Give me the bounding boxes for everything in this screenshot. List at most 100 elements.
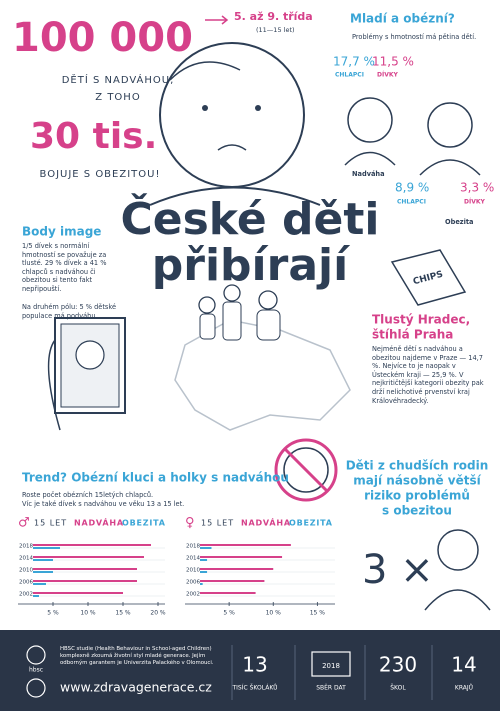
chart-age: 15 LET — [34, 519, 67, 528]
stat-label: KRAJŮ — [455, 685, 473, 692]
stat: 3,3 % — [460, 181, 494, 195]
boy-head — [427, 102, 473, 148]
footer-bg — [0, 630, 500, 711]
regions-text: Nejméně dětí s nadváhou a obezitou najde… — [372, 345, 484, 405]
woman-body — [424, 589, 491, 611]
poor-title: Děti z chudších rodin — [346, 459, 489, 473]
headline-line: Z TOHO — [95, 92, 140, 103]
reflection — [75, 340, 105, 370]
category-label: 2002 — [19, 592, 33, 598]
eye — [255, 105, 261, 111]
kid-body — [199, 313, 216, 340]
category-label: 2010 — [19, 568, 33, 574]
legend-entry: OBEZITA — [289, 519, 333, 528]
stat-label: DÍVKY — [464, 198, 486, 206]
girl-silhouette — [47, 339, 61, 431]
year-bg — [185, 566, 200, 574]
headline-big: 100 000 — [12, 15, 193, 61]
stat-label: DÍVKY — [377, 71, 399, 79]
x-tick-label: 15 % — [115, 610, 131, 617]
category-label: 2010 — [186, 568, 200, 574]
poor-title: s obezitou — [382, 504, 452, 518]
section-title: Body image — [22, 225, 101, 239]
kid — [258, 290, 278, 310]
stat-group: Obezita — [445, 218, 474, 226]
bar — [185, 592, 256, 594]
category-label: 2014 — [186, 556, 200, 562]
year-bg — [185, 578, 200, 586]
hair — [169, 61, 241, 81]
girl-body — [344, 151, 396, 166]
bar — [185, 544, 291, 546]
stat: 17,7 % — [333, 55, 375, 69]
bar — [18, 568, 137, 570]
category-label: 2006 — [19, 580, 33, 586]
trend-text: Roste počet obézních 15letých chlapců. — [22, 491, 153, 499]
bar — [18, 571, 53, 573]
chips-bag — [390, 249, 467, 306]
section-title: štíhlá Praha — [372, 328, 453, 342]
no-sign — [274, 438, 338, 502]
bar — [18, 556, 144, 558]
year-bg — [18, 590, 33, 598]
headline-big2: 30 tis. — [30, 116, 157, 157]
logo-mark — [26, 645, 46, 665]
category-label: 2018 — [186, 544, 200, 550]
no-sign-bar — [283, 447, 329, 493]
body-image-text: 1/5 dívek s normální hmotností se považu… — [22, 242, 107, 293]
stat: 11,5 % — [372, 55, 414, 69]
x-tick-label: 10 % — [80, 610, 96, 617]
legend-entry: NADVÁHA — [74, 517, 124, 528]
chart-age: 15 LET — [201, 519, 234, 528]
x-tick-label: 15 % — [310, 610, 326, 617]
year-bg — [185, 554, 200, 562]
legend-entry: NADVÁHA — [241, 517, 291, 528]
x-tick-label: 20 % — [150, 610, 166, 617]
eye — [202, 105, 208, 111]
stat: 8,9 % — [395, 181, 429, 195]
year-bg — [18, 542, 33, 550]
stat-value: 2018 — [322, 662, 340, 670]
stat-label: TISÍC ŠKOLÁKŮ — [232, 685, 278, 692]
stat-label: CHLAPCI — [397, 199, 426, 206]
grade-title: 5. až 9. třída — [234, 10, 313, 23]
stat-label: ŠKOL — [390, 685, 406, 692]
headline-line: DĚTÍ S NADVÁHOU, — [62, 73, 175, 86]
kid-body — [222, 301, 242, 341]
year-bg — [185, 590, 200, 598]
year-bg — [185, 542, 200, 550]
year-bg — [18, 578, 33, 586]
category-label: 2014 — [19, 556, 33, 562]
poor-title: mají násobně větší — [353, 474, 481, 488]
legend-entry: OBEZITA — [122, 519, 166, 528]
grade-ages: (11—15 let) — [256, 26, 295, 34]
headline-line: BOJUJE S OBEZITOU! — [40, 169, 161, 180]
stat-value: 14 — [451, 653, 476, 677]
main-title: České děti — [120, 192, 379, 245]
section-title: Tlustý Hradec, — [372, 313, 470, 327]
boy-body — [419, 159, 481, 176]
stat-label: CHLAPCI — [335, 72, 364, 79]
body-image-text: Na druhém pólu: 5 % dětské populace má p… — [22, 303, 117, 320]
category-label: 2018 — [19, 544, 33, 550]
arrow-head — [221, 15, 229, 25]
chart-symbol: ♀ — [185, 516, 195, 531]
multiplier: 3 × — [362, 547, 434, 593]
poor-title: riziko problémů — [364, 489, 470, 503]
girl-head — [347, 97, 393, 143]
trend-text: Víc je také dívek s nadváhou ve věku 13 … — [22, 500, 184, 508]
mouth — [217, 144, 247, 151]
footer-url: www.zdravagenerace.cz — [60, 680, 212, 695]
bar — [18, 559, 53, 561]
x-tick-label: 10 % — [266, 610, 282, 617]
woman-head — [437, 529, 479, 571]
stat-value: 13 — [242, 653, 267, 677]
bar — [185, 580, 265, 582]
stat-group: Nadváha — [352, 170, 385, 178]
bar — [18, 580, 137, 582]
stat-label: SBĚR DAT — [316, 684, 346, 692]
stat-value: 230 — [379, 653, 417, 677]
